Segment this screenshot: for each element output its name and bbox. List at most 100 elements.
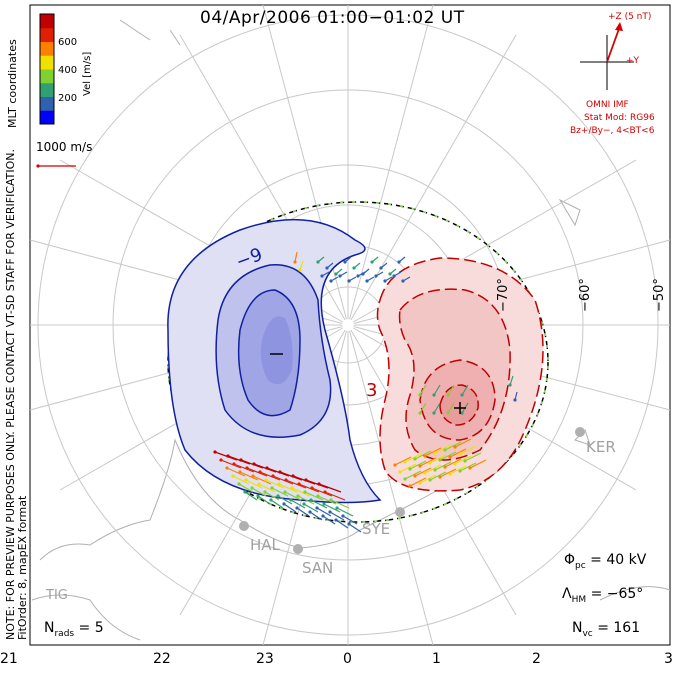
- velocity-vector-origin: [289, 498, 293, 502]
- velocity-vector-origin: [423, 471, 427, 475]
- imf-condition: Bz+/By−, 4<BT<6: [570, 126, 655, 136]
- velocity-vector-origin: [443, 448, 447, 452]
- velocity-vector-origin: [334, 272, 338, 276]
- velocity-vector-origin: [463, 459, 467, 463]
- velocity-vector: [419, 457, 437, 467]
- colorbar-segment: [40, 96, 54, 111]
- pole-gap: [342, 319, 354, 331]
- velocity-vector: [257, 495, 271, 505]
- velocity-vector-origin: [403, 460, 407, 464]
- velocity-vector-origin: [338, 274, 342, 278]
- velocity-vector: [259, 471, 281, 481]
- stat-phi-pc: Φpc = 40 kV: [564, 552, 647, 571]
- velocity-vector: [324, 491, 346, 501]
- map-title: 04/Apr/2006 01:00−01:02 UT: [200, 8, 465, 28]
- mlt-tick-21: 21: [0, 651, 18, 667]
- velocity-vector: [279, 471, 303, 481]
- velocity-vector-origin: [232, 462, 236, 466]
- velocity-vector: [348, 523, 362, 533]
- coords-label: MLT coordinates: [6, 39, 19, 128]
- colorbar-segment: [40, 55, 54, 70]
- velocity-vector-origin: [408, 467, 412, 471]
- velocity-vector: [447, 384, 455, 396]
- velocity-vector: [303, 503, 319, 513]
- velocity-vector-origin: [428, 461, 432, 465]
- velocity-vector-origin: [352, 266, 356, 270]
- velocity-vector: [454, 438, 472, 448]
- velocity-vector: [238, 483, 254, 493]
- velocity-vector-origin: [418, 393, 422, 397]
- colorbar-tick-200: 200: [58, 93, 78, 104]
- velocity-vector: [226, 467, 246, 477]
- velocity-vector-origin: [460, 393, 464, 397]
- velocity-vector: [290, 499, 306, 509]
- velocity-vector: [433, 402, 441, 414]
- velocity-vector: [330, 499, 350, 509]
- station-markers: [239, 427, 585, 554]
- velocity-vector: [461, 384, 469, 396]
- contour-label-pos: 3: [366, 380, 378, 401]
- velocity-vector: [439, 451, 457, 461]
- velocity-vector: [240, 459, 264, 469]
- velocity-vector: [342, 515, 358, 525]
- velocity-vector: [335, 519, 349, 529]
- velocity-vector-origin: [438, 475, 442, 479]
- velocity-vector: [283, 503, 297, 513]
- velocity-vector-origin: [413, 474, 417, 478]
- station-label-tig: TIG: [46, 588, 68, 603]
- imf-y-label: +Y: [626, 56, 640, 66]
- velocity-vector: [454, 455, 472, 465]
- velocity-vector-origin: [263, 490, 267, 494]
- velocity-vector-origin: [325, 266, 329, 270]
- velocity-vector-origin: [433, 468, 437, 472]
- velocity-vector-origin: [453, 462, 457, 466]
- velocity-vector-origin: [329, 498, 333, 502]
- velocity-vector-origin: [460, 411, 464, 415]
- velocity-vector: [316, 507, 332, 517]
- velocity-vector-origin: [239, 458, 243, 462]
- imf-dial: [580, 22, 634, 90]
- fit-order-text: FitOrder: 8, mapEX format: [16, 495, 29, 640]
- station-label-san: SAN: [302, 559, 334, 577]
- velocity-vector-origin: [219, 458, 223, 462]
- velocity-vector-origin: [513, 398, 517, 402]
- velocity-vector: [323, 503, 341, 513]
- velocity-vector: [404, 470, 422, 480]
- velocity-vector-origin: [433, 451, 437, 455]
- velocity-vector-origin: [398, 470, 402, 474]
- velocity-vector-origin: [448, 472, 452, 476]
- velocity-vector: [459, 462, 477, 472]
- positive-potential-cell: [376, 257, 544, 492]
- velocity-vector: [309, 511, 323, 521]
- velocity-vector-origin: [310, 486, 314, 490]
- velocity-vector-origin: [271, 474, 275, 478]
- velocity-vector-origin: [284, 478, 288, 482]
- velocity-vector-origin: [256, 494, 260, 498]
- velocity-vector: [439, 468, 457, 478]
- velocity-vector-origin: [428, 478, 432, 482]
- velocity-vector-origin: [347, 279, 351, 283]
- velocity-vector-origin: [392, 274, 396, 278]
- station-label-sye: SYE: [362, 520, 391, 538]
- velocity-vector: [419, 384, 427, 396]
- velocity-vector-origin: [304, 478, 308, 482]
- velocity-vector-origin: [317, 482, 321, 486]
- velocity-vector: [270, 499, 284, 509]
- velocity-vector-origin: [408, 484, 412, 488]
- velocity-vector-origin: [213, 450, 217, 454]
- velocity-vector-origin: [343, 260, 347, 264]
- velocity-vector: [245, 479, 263, 489]
- velocity-vector: [311, 487, 333, 497]
- velocity-vector-origin: [356, 274, 360, 278]
- velocity-vector-origin: [238, 470, 242, 474]
- mlt-tick-2: 2: [532, 651, 541, 667]
- colorbar-segment: [40, 14, 54, 29]
- velocity-vector: [310, 499, 328, 509]
- velocity-vector: [305, 479, 329, 489]
- velocity-vector-origin: [278, 470, 282, 474]
- velocity-vector: [404, 453, 422, 463]
- velocity-vector-origin: [257, 482, 261, 486]
- velocity-vector-origin: [252, 462, 256, 466]
- velocity-vector-origin: [341, 514, 345, 518]
- velocity-vector-origin: [379, 266, 383, 270]
